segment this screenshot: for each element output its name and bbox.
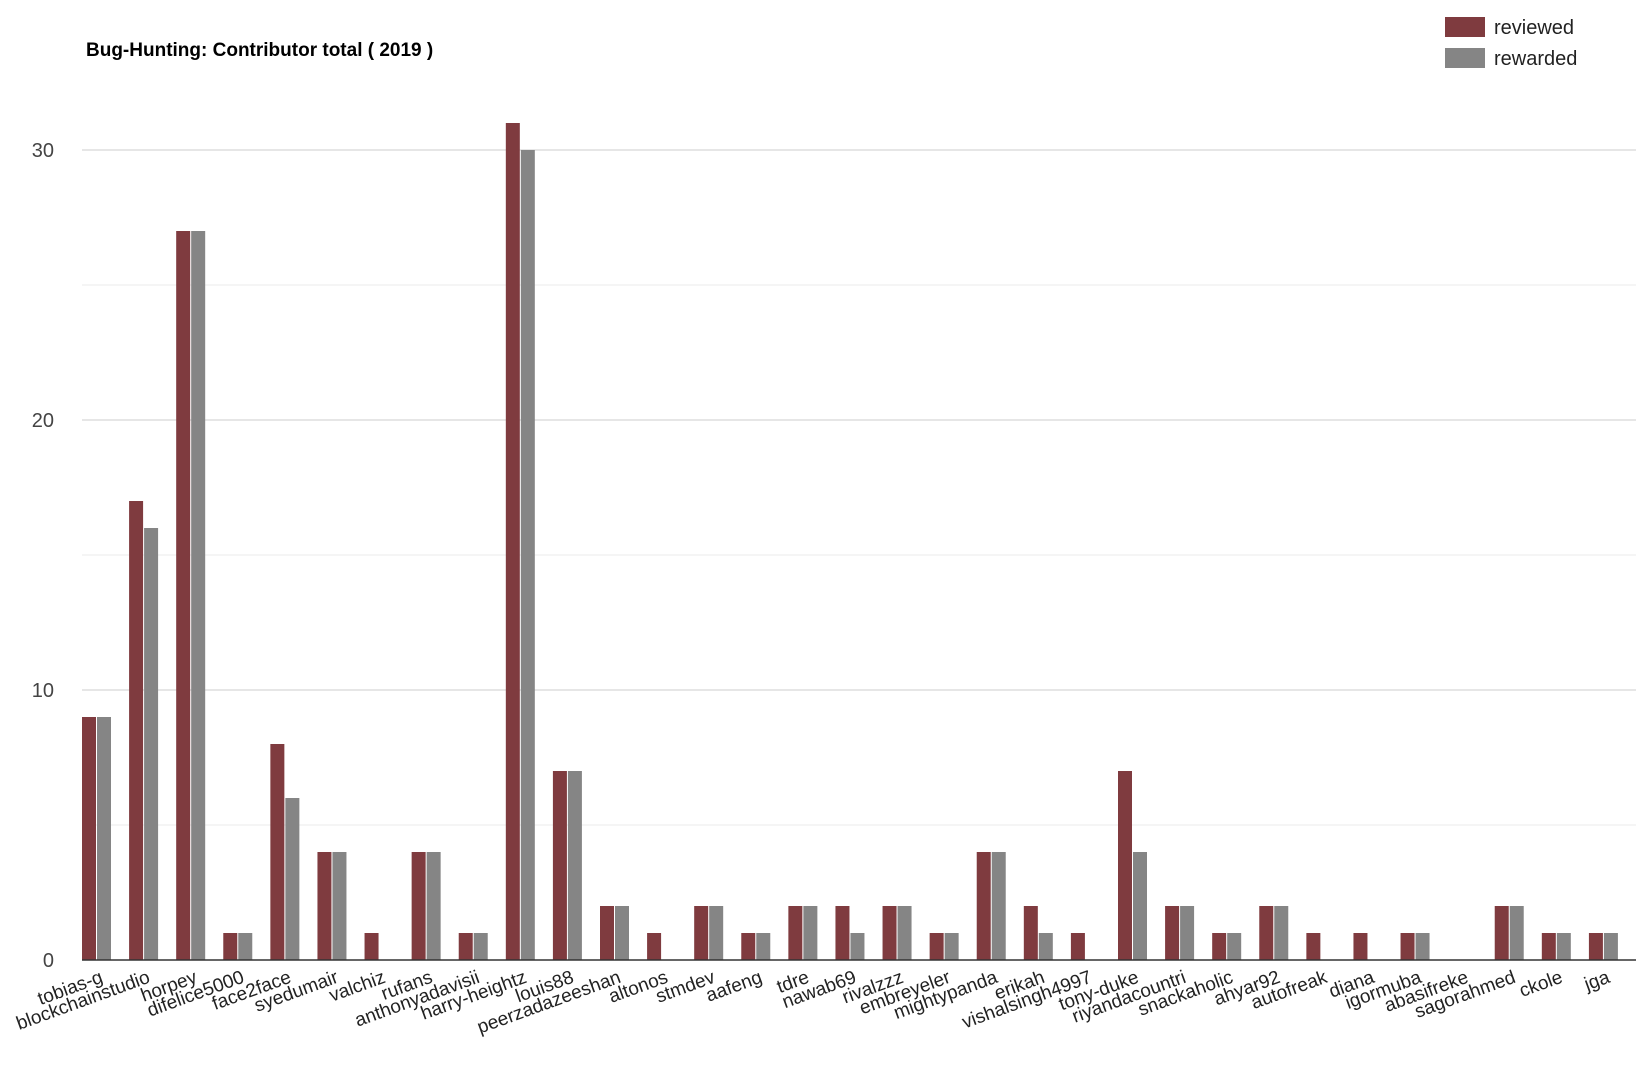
chart-title: Bug-Hunting: Contributor total ( 2019 ) (86, 40, 433, 61)
bar-rewarded-louis88 (567, 771, 582, 960)
bar-reviewed-riyandacountri (1165, 906, 1180, 960)
y-tick-label: 30 (32, 140, 54, 162)
bar-rewarded-mightypanda (991, 852, 1006, 960)
legend-swatch-reviewed (1445, 17, 1485, 37)
bar-reviewed-louis88 (552, 771, 567, 960)
x-axis-category-labels: tobias-gblockchainstudiohorpeydifelice50… (14, 967, 1613, 1039)
y-tick-label: 10 (32, 680, 54, 702)
bar-reviewed-snackaholic (1212, 933, 1227, 960)
bar-rewarded-stmdev (709, 906, 724, 960)
bar-rewarded-ahyar92 (1274, 906, 1289, 960)
y-tick-label: 0 (43, 950, 54, 972)
bar-reviewed-anthonyadavisii (458, 933, 473, 960)
bar-reviewed-aafeng (741, 933, 756, 960)
legend-swatch-rewarded (1445, 48, 1485, 68)
bar-reviewed-peerzadazeeshan (600, 906, 614, 960)
bar-reviewed-difelice5000 (223, 933, 238, 960)
bar-rewarded-face2face (285, 798, 300, 960)
x-category-label: jga (1581, 967, 1613, 996)
bar-reviewed-ahyar92 (1259, 906, 1274, 960)
bar-reviewed-tony-duke (1118, 771, 1132, 960)
bar-reviewed-rufans (411, 852, 426, 960)
y-axis-ticks: 0 10 20 30 (32, 140, 54, 972)
bar-reviewed-igormuba (1400, 933, 1415, 960)
bar-rewarded-sagorahmed (1509, 906, 1524, 960)
bar-rewarded-aafeng (756, 933, 771, 960)
bar-reviewed-sagorahmed (1494, 906, 1509, 960)
bar-reviewed-ckole (1541, 933, 1556, 960)
bar-reviewed-embreyeler (929, 933, 944, 960)
grid-lines (82, 149, 1636, 826)
bar-reviewed-horpey (176, 231, 191, 960)
bar-rewarded-nawab69 (850, 933, 865, 960)
bar-rewarded-difelice5000 (238, 933, 253, 960)
bar-rewarded-syedumair (332, 852, 347, 960)
bar-reviewed-nawab69 (835, 906, 850, 960)
legend-label-reviewed: reviewed (1494, 17, 1574, 39)
bar-reviewed-diana (1353, 933, 1368, 960)
bar-rewarded-tony-duke (1133, 852, 1147, 960)
y-tick-label: 20 (32, 410, 54, 432)
bar-rewarded-rufans (426, 852, 441, 960)
bar-reviewed-rivalzzz (882, 906, 897, 960)
bar-reviewed-stmdev (694, 906, 709, 960)
bar-reviewed-syedumair (317, 852, 332, 960)
bar-rewarded-blockchainstudio (144, 528, 159, 960)
bar-rewarded-riyandacountri (1180, 906, 1195, 960)
bar-reviewed-face2face (270, 744, 285, 960)
bar-rewarded-horpey (191, 231, 206, 960)
bar-reviewed-vishalsingh4997 (1070, 933, 1085, 960)
bar-rewarded-igormuba (1415, 933, 1430, 960)
bar-rewarded-harry-heightz (520, 150, 535, 960)
bar-rewarded-anthonyadavisii (473, 933, 488, 960)
bar-reviewed-erikah (1023, 906, 1038, 960)
bar-rewarded-ckole (1556, 933, 1571, 960)
bar-reviewed-tdre (788, 906, 803, 960)
legend: reviewed rewarded (1445, 17, 1577, 70)
bar-rewarded-tobias-g (97, 717, 111, 960)
bar-rewarded-erikah (1038, 933, 1053, 960)
legend-label-rewarded: rewarded (1494, 48, 1577, 70)
bar-reviewed-harry-heightz (505, 123, 520, 960)
bar-rewarded-peerzadazeeshan (615, 906, 629, 960)
bar-rewarded-snackaholic (1227, 933, 1242, 960)
bar-reviewed-valchiz (364, 933, 379, 960)
bar-rewarded-jga (1603, 933, 1618, 960)
bar-reviewed-mightypanda (976, 852, 991, 960)
bar-rewarded-tdre (803, 906, 818, 960)
bar-reviewed-blockchainstudio (129, 501, 144, 960)
bar-reviewed-tobias-g (82, 717, 96, 960)
x-category-label: ckole (1517, 967, 1566, 1002)
bars (82, 123, 1618, 960)
bar-rewarded-embreyeler (944, 933, 959, 960)
bar-reviewed-autofreak (1306, 933, 1321, 960)
bar-reviewed-jga (1588, 933, 1603, 960)
bar-rewarded-rivalzzz (897, 906, 912, 960)
bar-reviewed-altonos (647, 933, 662, 960)
